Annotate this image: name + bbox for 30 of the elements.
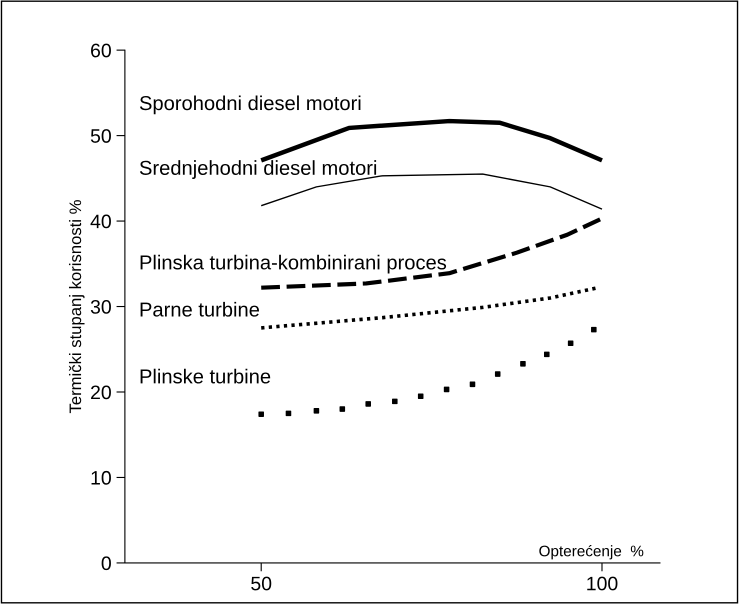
- point: [444, 386, 450, 392]
- point: [520, 361, 526, 367]
- point: [544, 352, 550, 358]
- point: [314, 408, 320, 414]
- point: [568, 340, 574, 346]
- y-tick-label: 10: [92, 470, 111, 485]
- point: [365, 401, 371, 407]
- point: [258, 411, 264, 417]
- y-tick-label: 0: [102, 556, 111, 570]
- point: [494, 371, 500, 377]
- point: [340, 406, 346, 412]
- y-tick-label: 50: [90, 129, 111, 143]
- x-axis-title: Opterećenje %: [539, 544, 644, 560]
- y-tick-label: 30: [90, 300, 111, 314]
- y-axis-title: Termički stupanj korisnosti %: [68, 200, 85, 414]
- y-tick-label: 20: [91, 385, 111, 400]
- point: [470, 382, 476, 388]
- series-label: Srednjehodni diesel motori: [140, 160, 376, 179]
- point: [286, 410, 292, 416]
- point: [392, 398, 398, 404]
- series-label: Plinska turbina-kombinirani proces: [140, 254, 446, 274]
- series-label: Plinske turbine: [140, 368, 270, 384]
- point: [591, 326, 597, 332]
- x-tick-label: 100: [587, 576, 618, 590]
- y-tick-label: 40: [90, 214, 111, 228]
- series-label: Sporohodni diesel motori: [140, 95, 360, 114]
- y-tick-label: 60: [91, 44, 111, 58]
- series-label: Parne turbine: [140, 302, 259, 317]
- line-series: [260, 173, 603, 210]
- point: [418, 393, 424, 400]
